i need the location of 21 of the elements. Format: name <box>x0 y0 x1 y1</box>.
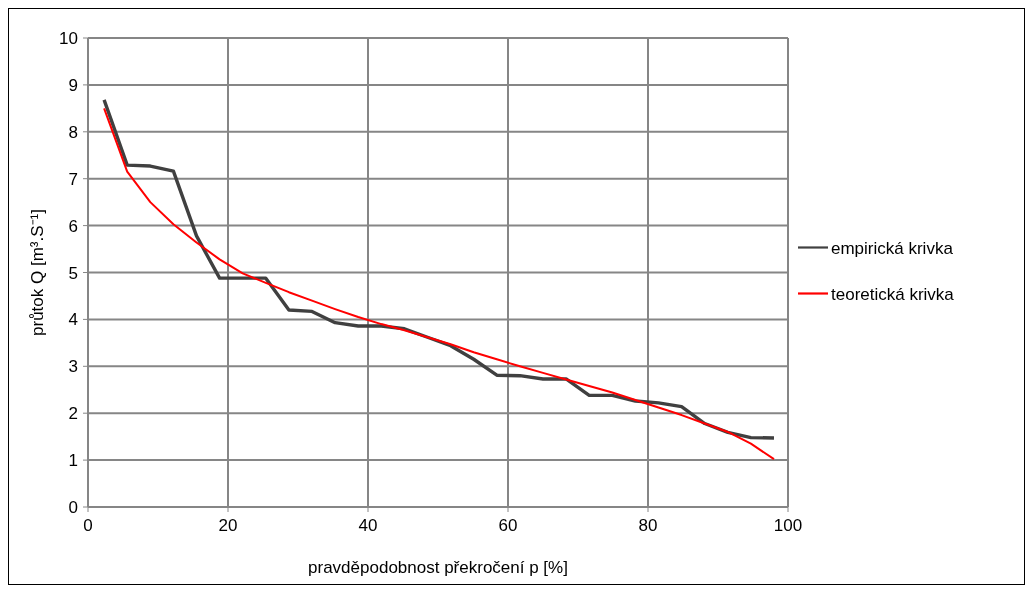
x-tick-label: 100 <box>773 516 803 535</box>
y-tick-label: 6 <box>68 216 78 236</box>
x-axis-title: pravděpodobnost překročení p [%] <box>308 558 568 577</box>
y-axis-title: průtok Q [m³.S⁻¹] <box>28 209 47 336</box>
y-tick-label: 5 <box>68 263 78 283</box>
x-tick-label: 40 <box>358 516 378 535</box>
legend-label: teoretická krivka <box>831 284 955 304</box>
y-tick-label: 4 <box>68 310 78 330</box>
y-tick-label: 7 <box>68 169 78 189</box>
x-tick-label: 80 <box>638 516 658 535</box>
y-tick-label: 9 <box>68 75 78 95</box>
x-tick-label: 60 <box>498 516 518 535</box>
legend-label: empirická krivka <box>831 238 954 258</box>
y-tick-label: 3 <box>68 357 78 377</box>
y-tick-label: 0 <box>68 498 78 517</box>
y-tick-label: 10 <box>59 29 78 48</box>
x-tick-label: 20 <box>218 516 238 535</box>
y-tick-label: 8 <box>68 122 78 142</box>
y-tick-label: 2 <box>68 404 78 424</box>
x-tick-label: 0 <box>83 516 93 535</box>
y-tick-label: 1 <box>68 451 78 471</box>
